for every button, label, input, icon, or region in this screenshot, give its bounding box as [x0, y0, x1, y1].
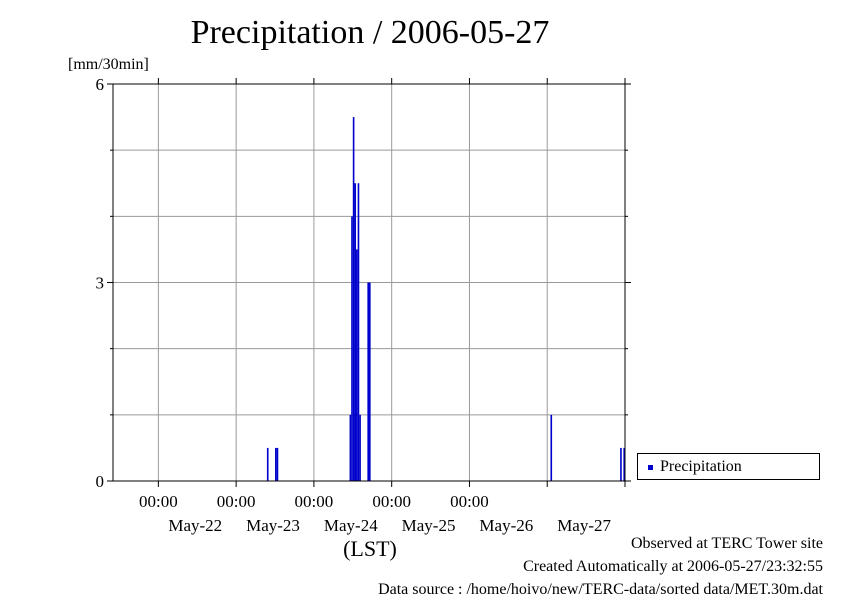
x-tick-label: 00:00 [295, 492, 334, 511]
x-date-label: May-23 [246, 516, 300, 535]
y-tick-label: 6 [96, 75, 105, 94]
x-date-label: May-27 [557, 516, 611, 535]
precipitation-bar [357, 183, 360, 481]
precipitation-bar [275, 447, 277, 481]
precipitation-bar [354, 183, 357, 481]
x-tick-label: 00:00 [139, 492, 178, 511]
legend: Precipitation [637, 453, 820, 480]
precipitation-bar [620, 447, 622, 481]
legend-swatch [648, 465, 653, 470]
precipitation-bar [349, 414, 352, 481]
x-tick-label: 00:00 [217, 492, 256, 511]
precipitation-bar [359, 414, 361, 481]
footer-source: Data source : /home/hoivo/new/TERC-data/… [378, 581, 823, 598]
y-tick-label: 3 [96, 274, 105, 293]
x-tick-label: 00:00 [372, 492, 411, 511]
precipitation-bar [356, 249, 358, 481]
legend-label: Precipitation [660, 458, 742, 475]
x-axis-unit-label: (LST) [343, 536, 397, 561]
footer-observed: Observed at TERC Tower site [630, 535, 823, 552]
x-date-label: May-25 [402, 516, 456, 535]
precipitation-bar [623, 447, 625, 481]
precipitation-bar [266, 447, 269, 481]
y-tick-label: 0 [96, 472, 105, 491]
x-tick-label: 00:00 [450, 492, 489, 511]
precipitation-bar [367, 282, 369, 481]
x-date-label: May-22 [168, 516, 222, 535]
precipitation-bar [550, 414, 553, 481]
footer-created: Created Automatically at 2006-05-27/23:3… [523, 558, 823, 575]
x-date-label: May-24 [324, 516, 378, 535]
x-date-label: May-26 [479, 516, 533, 535]
precipitation-bar [351, 216, 353, 482]
y-axis-unit-label: [mm/30min] [68, 56, 149, 73]
chart-title: Precipitation / 2006-05-27 [190, 14, 550, 51]
precipitation-bar [369, 282, 371, 481]
precipitation-bar [276, 447, 279, 481]
precipitation-bar [352, 117, 355, 481]
